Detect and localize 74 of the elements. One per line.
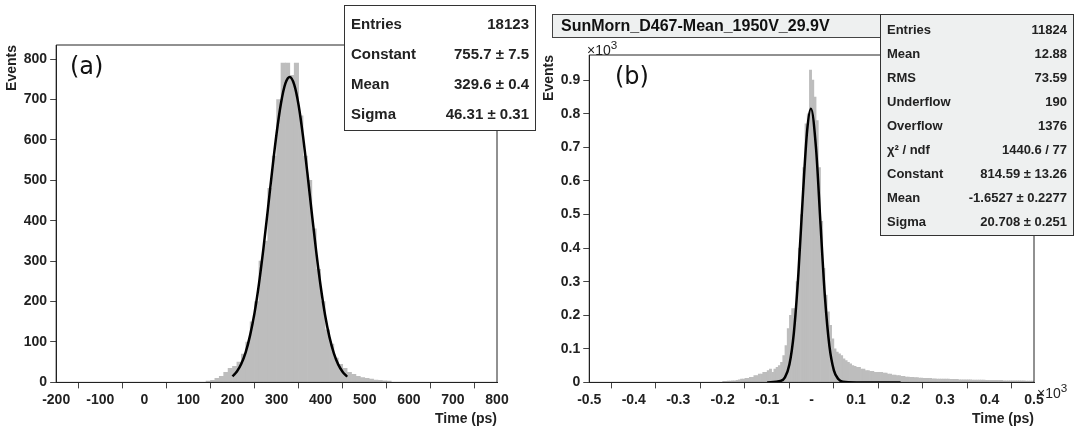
y-tick-label: 600 — [23, 130, 48, 147]
x-axis-title: Time (ps) — [972, 410, 1034, 427]
text: Entries — [351, 14, 402, 32]
y-tick-label: 400 — [23, 211, 48, 228]
y-tick-label: 0.8 — [560, 104, 581, 121]
y-tick-label: 0.2 — [560, 306, 581, 323]
x-tick-label: 200 — [220, 390, 245, 407]
y-tick-label: 0.3 — [560, 272, 581, 289]
y-tick-label: 200 — [23, 292, 48, 309]
x-tick-label: -0.1 — [755, 390, 780, 407]
y-axis-title: Events — [3, 44, 20, 91]
annotation: Mean — [351, 74, 390, 92]
annotation: 755.7 ± 7.5 — [454, 44, 529, 62]
annotation: 1440.6 / 77 — [1001, 141, 1067, 157]
text: Entries — [887, 21, 932, 37]
x-tick-label: -100 — [86, 390, 115, 407]
annotation: (a) — [70, 52, 104, 80]
x-tick-label: 500 — [353, 390, 377, 407]
annotation: RMS — [887, 69, 916, 85]
annotation: Mean — [887, 189, 921, 205]
annotation: Underflow — [887, 93, 951, 109]
y-tick-label: 100 — [23, 332, 48, 349]
x-tick-label: 600 — [397, 390, 421, 407]
annotation: 329.6 ± 0.4 — [454, 74, 529, 92]
y-tick-label: 300 — [23, 252, 48, 269]
annotation: 814.59 ± 13.26 — [980, 165, 1067, 181]
y-tick-label: 0 — [572, 373, 581, 390]
y-tick-label: 500 — [23, 171, 48, 188]
annotation: ×10$^{3}$ — [587, 38, 618, 58]
y-tick-label: 0.6 — [560, 171, 581, 188]
chart-title: SunMorn_D467-Mean_1950V_29.9V — [552, 14, 882, 38]
y-tick-label: 0 — [39, 373, 48, 390]
x-tick-label: 300 — [264, 390, 289, 407]
y-tick-label: 0.1 — [560, 339, 581, 356]
x-tick-label: 700 — [441, 390, 465, 407]
y-tick-label: 0.4 — [560, 238, 581, 255]
annotation: Constant — [887, 165, 944, 181]
annotation: 12.88 — [1034, 45, 1067, 61]
x-tick-label: -0.4 — [621, 390, 647, 407]
annotation: χ² / ndf — [887, 141, 930, 157]
text: 11824 — [1031, 21, 1067, 37]
annotation: Overflow — [887, 117, 943, 133]
annotation: Constant — [351, 44, 416, 62]
y-axis-title: Events — [540, 54, 557, 101]
x-tick-label: 400 — [308, 390, 333, 407]
y-tick-label: 0.9 — [560, 71, 581, 88]
x-tick-label: -0.2 — [710, 390, 735, 407]
annotation: 46.31 ± 0.31 — [445, 104, 529, 122]
text: 18123 — [487, 14, 529, 32]
annotation: -1.6527 ± 0.2277 — [968, 189, 1067, 205]
x-axis-title: Time (ps) — [435, 410, 497, 427]
annotation: Sigma — [351, 104, 397, 122]
x-tick-label: -0.3 — [666, 390, 691, 407]
x-tick-label: - — [809, 390, 815, 407]
text: 1376 — [1038, 117, 1067, 133]
text: 190 — [1045, 93, 1067, 109]
y-tick-label: 700 — [23, 90, 48, 107]
annotation: (b) — [615, 62, 649, 90]
y-tick-label: 800 — [23, 50, 48, 66]
x-tick-label: 0.2 — [890, 390, 911, 407]
y-tick-label: 0.7 — [560, 138, 581, 155]
annotation: 20.708 ± 0.251 — [980, 213, 1067, 229]
annotation: 73.59 — [1034, 69, 1067, 85]
y-tick-label: 0.5 — [560, 205, 581, 222]
x-tick-label: -0.5 — [577, 390, 602, 407]
annotation: Mean — [887, 45, 921, 61]
x-tick-label: 100 — [176, 390, 201, 407]
x-tick-label: -200 — [42, 390, 71, 407]
x-tick-label: 0.1 — [846, 390, 867, 407]
annotation: Sigma — [887, 213, 927, 229]
x-tick-label: 0.3 — [935, 390, 955, 407]
x-tick-label: 0.4 — [979, 390, 1000, 407]
x-tick-label: 0 — [140, 390, 149, 407]
x-tick-label: 800 — [485, 390, 509, 407]
